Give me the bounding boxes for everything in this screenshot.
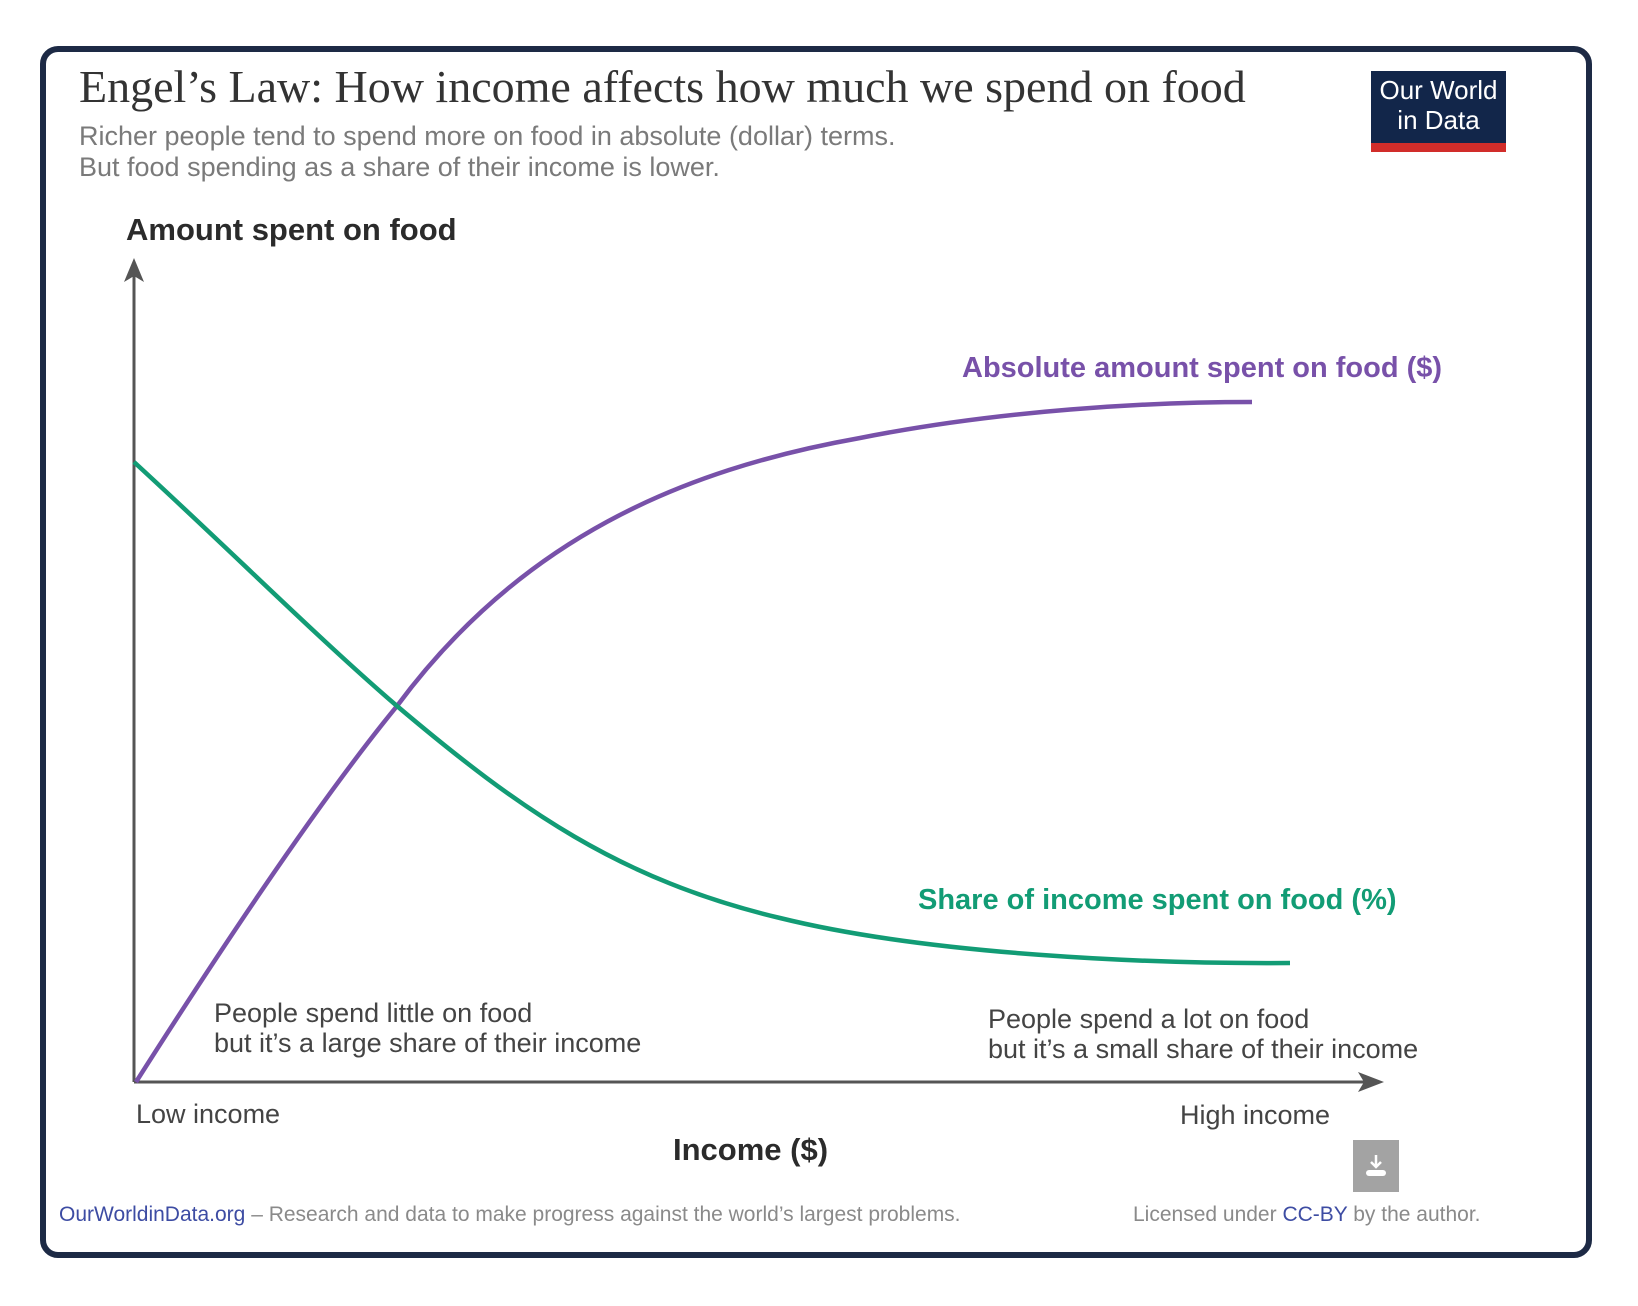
y-axis-arrow-icon: [124, 258, 144, 282]
absolute-curve-label: Absolute amount spent on food ($): [962, 352, 1443, 384]
owid-site-link[interactable]: OurWorldinData.org: [59, 1203, 246, 1226]
annotation-high-line-1: People spend a lot on food: [988, 1004, 1310, 1034]
x-axis-arrow-icon: [1358, 1072, 1384, 1092]
cc-by-link[interactable]: CC-BY: [1282, 1203, 1348, 1226]
footer-license: Licensed under CC-BY by the author.: [1133, 1203, 1481, 1227]
license-prefix: Licensed under: [1133, 1203, 1283, 1226]
license-suffix: by the author.: [1347, 1203, 1481, 1226]
annotation-high-income: People spend a lot on food but it’s a sm…: [988, 1004, 1418, 1064]
share-curve-label: Share of income spent on food (%): [918, 884, 1397, 916]
footer-left: OurWorldinData.org – Research and data t…: [59, 1203, 961, 1227]
logo-line-2: in Data: [1397, 105, 1480, 135]
chart-frame: [40, 46, 1592, 1258]
x-high-label: High income: [1180, 1100, 1331, 1130]
annotation-high-line-2: but it’s a small share of their income: [988, 1034, 1419, 1064]
owid-logo[interactable]: Our World in Data: [1371, 71, 1506, 152]
x-axis-label: Income ($): [673, 1132, 829, 1167]
subtitle-line-2: But food spending as a share of their in…: [79, 152, 720, 182]
annotation-low-income: People spend little on food but it’s a l…: [214, 998, 641, 1058]
x-low-label: Low income: [136, 1099, 281, 1129]
footer-tagline: – Research and data to make progress aga…: [245, 1203, 961, 1226]
y-axis-label: Amount spent on food: [126, 212, 457, 247]
absolute-amount-curve: [134, 399, 1253, 1084]
annotation-low-line-2: but it’s a large share of their income: [214, 1028, 642, 1058]
download-button[interactable]: [1353, 1140, 1399, 1192]
logo-line-1: Our World: [1379, 75, 1498, 105]
annotation-low-line-1: People spend little on food: [214, 998, 533, 1028]
page-title: Engel’s Law: How income affects how much…: [79, 61, 1246, 112]
subtitle-line-1: Richer people tend to spend more on food…: [79, 121, 896, 151]
download-icon: [1366, 1155, 1386, 1176]
share-of-income-curve: [132, 460, 1291, 966]
